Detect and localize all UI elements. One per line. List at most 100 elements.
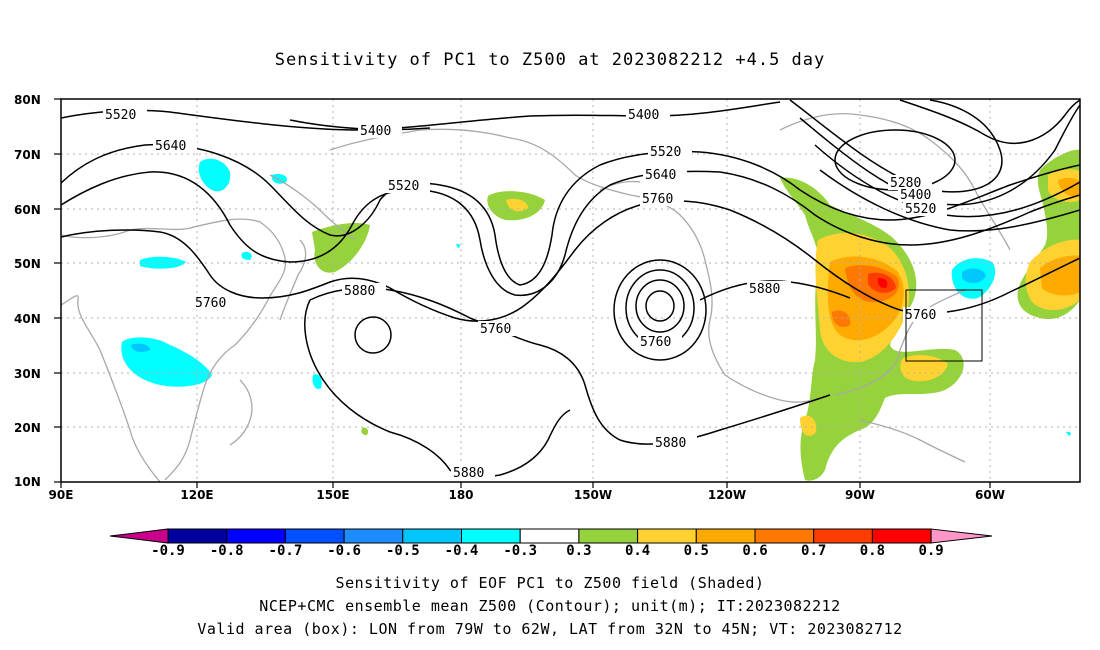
contour-label: 5880 (749, 282, 780, 297)
contour-label: 5880 (655, 436, 686, 451)
lon-label: 90E (49, 488, 74, 502)
negative-patch (198, 158, 231, 192)
colorbar-segment (461, 528, 521, 544)
contour-line (61, 200, 1080, 322)
contour-label: 5520 (388, 179, 419, 194)
colorbar-tick-label: -0.8 (209, 543, 244, 559)
contour-line (61, 170, 1080, 296)
valid-area-box (905, 289, 983, 362)
contour-label: 5760 (642, 192, 673, 207)
contour-line (354, 316, 392, 354)
contour-label: 5760 (480, 322, 511, 337)
contour-label-group: 5520 5400 5640 5520 5520 5640 5400 5760 … (103, 107, 947, 481)
contour-label: 5760 (640, 335, 671, 350)
tick-marks (54, 98, 991, 488)
positive-patch (506, 198, 528, 212)
positive-patch (312, 222, 370, 273)
contour-label: 5520 (650, 145, 681, 160)
contour-label: 5400 (900, 188, 931, 203)
colorbar-tick-label: 0.4 (624, 543, 651, 559)
contour-label: 5640 (155, 139, 186, 154)
colorbar-segment (402, 528, 462, 544)
colorbar-segment (754, 528, 815, 544)
contour-label: 5520 (905, 202, 936, 217)
colorbar-tick-label: 0.3 (566, 543, 592, 559)
colorbar-segment (871, 528, 932, 544)
negative-patch (131, 343, 150, 353)
contour-label: 5880 (344, 284, 375, 299)
lon-label: 150E (316, 488, 349, 502)
contour-label: 5520 (105, 108, 136, 123)
caption-shading: Sensitivity of EOF PC1 to Z500 field (Sh… (335, 574, 765, 592)
contour-line (613, 259, 707, 361)
colorbar-segment (578, 528, 639, 544)
lon-label: 90W (845, 488, 875, 502)
contour-line (61, 101, 781, 131)
contour-line (645, 290, 675, 322)
grid-lines (61, 99, 1080, 482)
negative-patch (456, 243, 461, 248)
positive-patch (900, 355, 948, 382)
colorbar-high-arrow (930, 528, 993, 544)
colorbar-segment (167, 528, 228, 544)
lat-label: 30N (14, 367, 41, 381)
colorbar-segment (695, 528, 756, 544)
contour-line (61, 143, 1080, 286)
colorbar-low-arrow (109, 528, 169, 544)
plot-frame (60, 98, 1081, 483)
colorbar-tick-label: -0.6 (327, 543, 361, 559)
caption-contour: NCEP+CMC ensemble mean Z500 (Contour); u… (259, 597, 841, 615)
colorbar-tick-label: 0.9 (918, 543, 944, 559)
colorbar (109, 528, 993, 544)
positive-patch (361, 427, 369, 436)
colorbar-tick-label: 0.5 (683, 543, 709, 559)
colorbar-segment (637, 528, 697, 544)
coastlines (61, 113, 1011, 482)
lat-label: 10N (14, 475, 41, 489)
lon-label: 180 (448, 488, 473, 502)
positive-patch (877, 277, 888, 289)
colorbar-segment (343, 528, 404, 544)
lon-label: 120W (708, 488, 746, 502)
colorbar-segment (519, 528, 580, 544)
contour-line (789, 99, 1003, 193)
contour-line (799, 104, 1080, 206)
z500-contours (61, 99, 1080, 479)
caption-valid-area: Valid area (box): LON from 79W to 62W, L… (197, 620, 903, 638)
positive-patch (832, 310, 851, 328)
contour-line (819, 169, 1080, 232)
lat-label: 70N (14, 148, 41, 162)
colorbar-tick-label: -0.3 (503, 543, 538, 559)
colorbar-tick-label: 0.6 (742, 543, 768, 559)
contour-label: 5760 (195, 296, 226, 311)
contour-line (899, 99, 1080, 144)
lat-label: 50N (14, 257, 41, 271)
contour-label: 5400 (360, 124, 391, 139)
negative-patch (1066, 431, 1071, 436)
colorbar-tick-label: 0.7 (801, 543, 827, 559)
lat-label: 60N (14, 203, 41, 217)
lat-label: 40N (14, 312, 41, 326)
contour-label: 5880 (453, 466, 484, 481)
positive-patch (1058, 177, 1080, 197)
colorbar-tick-label: -0.5 (385, 543, 420, 559)
negative-patch (271, 173, 287, 184)
negative-patch (962, 268, 986, 284)
contour-label: 5400 (628, 108, 659, 123)
contour-label: 5640 (645, 168, 676, 183)
colorbar-segment (284, 528, 345, 544)
contour-line (309, 287, 831, 445)
lat-label: 20N (14, 421, 41, 435)
negative-patch (241, 251, 252, 260)
contour-line (304, 299, 571, 479)
lon-axis-labels: 90E 120E 150E 180 150W 120W 90W 60W (49, 488, 1005, 502)
lon-label: 120E (180, 488, 213, 502)
contour-label: 5760 (905, 308, 936, 323)
lon-label: 60W (975, 488, 1005, 502)
contour-line (289, 119, 431, 131)
colorbar-segment (226, 528, 286, 544)
map-title: Sensitivity of PC1 to Z500 at 2023082212… (274, 50, 826, 70)
contour-line (635, 279, 685, 333)
positive-patch (800, 415, 817, 436)
